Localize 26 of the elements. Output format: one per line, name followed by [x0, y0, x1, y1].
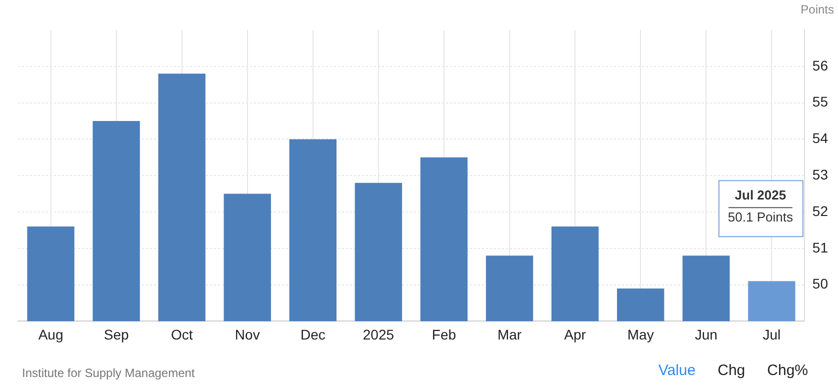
text: Chg%: [767, 362, 808, 379]
x-tick-label: Jun: [694, 326, 718, 342]
x-tick-label: May: [627, 326, 654, 342]
x-tick-label: Apr: [564, 326, 586, 342]
x-tick-label: Nov: [234, 326, 260, 342]
y-tick-label: 53: [812, 166, 828, 182]
x-tick-label: 2025: [362, 326, 394, 342]
x-tick-label: Mar: [497, 326, 522, 342]
x-tick-label: Jul: [762, 326, 781, 342]
text: Value: [658, 362, 696, 379]
y-tick-label: 52: [812, 202, 828, 219]
annotation: 50.1 Points: [728, 210, 794, 225]
x-tick-label: Feb: [432, 326, 456, 342]
y-tick-label: 50: [812, 276, 828, 292]
y-tick-label: 55: [812, 94, 828, 110]
annotation: Jul 2025: [734, 188, 786, 203]
y-tick-label: 51: [812, 239, 828, 256]
x-tick-label: Aug: [38, 326, 64, 342]
text: Institute for Supply Management: [22, 366, 195, 380]
text: Chg: [718, 362, 746, 379]
y-axis-title: Points: [800, 2, 834, 16]
y-tick-label: 56: [812, 57, 828, 74]
x-tick-label: Sep: [104, 326, 129, 342]
x-tick-label: Dec: [300, 326, 326, 342]
y-tick-label: 54: [812, 130, 828, 146]
x-tick-label: Oct: [170, 326, 193, 342]
